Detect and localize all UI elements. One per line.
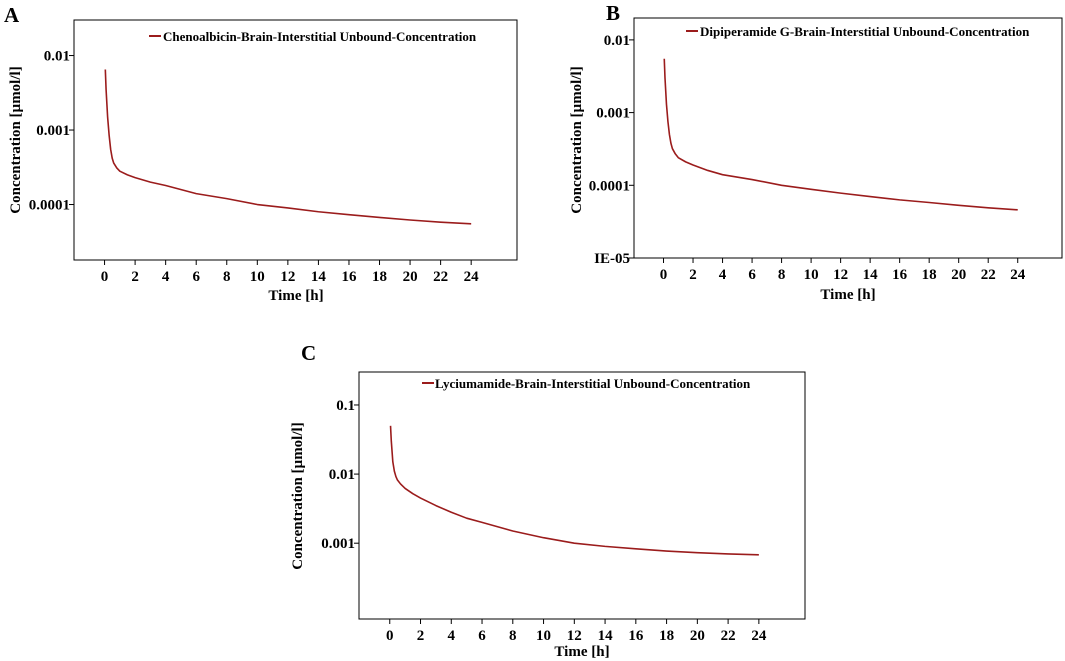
y-tick-label: 0.1 [336, 398, 355, 414]
x-tick-label: 22 [721, 628, 736, 644]
x-tick-label: 24 [751, 628, 767, 644]
x-tick-label: 6 [192, 269, 200, 285]
plot-frame-c [358, 371, 806, 620]
x-tick-label: 0 [660, 267, 668, 283]
panel-label-b: B [606, 1, 620, 25]
x-tick-label: 20 [403, 269, 418, 285]
plot-area-c: 0 2 4 6 8 10 12 14 16 18 20 22 240.10.010.001 [321, 398, 767, 644]
legend-a: Chenoalbicin-Brain-Interstitial Unbound-… [149, 29, 477, 44]
y-tick-label: 0.001 [321, 536, 355, 552]
x-axis-label-a: Time [h] [268, 288, 323, 304]
x-tick-label: 0 [101, 269, 109, 285]
y-axis-label-c: Concentration [µmol/l] [290, 422, 306, 569]
x-tick-label: 2 [689, 267, 697, 283]
plot-frame-b [633, 17, 1063, 259]
plot-area-b: 0 2 4 6 8 10 12 14 16 18 20 22 240.010.0010.0001IE-0… [589, 33, 1026, 283]
x-tick-label: 24 [464, 269, 480, 285]
x-tick-label: 24 [1010, 267, 1026, 283]
y-tick-label: 0.001 [596, 106, 630, 122]
x-tick-label: 22 [433, 269, 448, 285]
y-tick-label: 0.01 [329, 467, 355, 483]
panel-b: B 0 2 4 6 8 10 12 14 16 18 20 22 240.010.0010.0001IE… [569, 1, 1063, 303]
y-axis-label-a: Concentration [µmol/l] [8, 66, 24, 213]
legend-label-b: Dipiperamide G-Brain-Interstitial Unboun… [700, 24, 1030, 39]
x-axis-label-c: Time [h] [554, 644, 609, 660]
y-tick-label: 0.01 [44, 49, 70, 65]
panel-c: C 0 2 4 6 8 10 12 14 16 18 20 22 240.10.010.001 Time… [290, 341, 806, 660]
x-tick-label: 8 [509, 628, 517, 644]
x-axis-label-b: Time [h] [820, 287, 875, 303]
x-tick-label: 10 [250, 269, 265, 285]
x-tick-label: 8 [778, 267, 786, 283]
x-tick-label: 0 [386, 628, 394, 644]
x-tick-label: 18 [372, 269, 387, 285]
series-line-b [663, 58, 1018, 211]
x-tick-label: 10 [804, 267, 819, 283]
x-tick-label: 14 [598, 628, 614, 644]
legend-c: Lyciumamide-Brain-Interstitial Unbound-C… [422, 376, 751, 391]
series-line-a [104, 69, 472, 225]
x-tick-label: 20 [690, 628, 705, 644]
x-tick-label: 2 [417, 628, 425, 644]
series-line-c [389, 425, 759, 556]
y-axis-label-b: Concentration [µmol/l] [569, 66, 585, 213]
x-tick-label: 12 [833, 267, 848, 283]
plot-frame-a [73, 19, 518, 261]
x-tick-label: 4 [162, 269, 170, 285]
y-tick-label: 0.01 [604, 33, 630, 49]
x-tick-label: 14 [311, 269, 327, 285]
y-tick-label: 0.0001 [29, 198, 70, 214]
y-tick-label: 0.001 [36, 123, 70, 139]
x-tick-label: 22 [981, 267, 996, 283]
legend-label-c: Lyciumamide-Brain-Interstitial Unbound-C… [435, 376, 751, 391]
x-tick-label: 6 [748, 267, 756, 283]
x-tick-label: 18 [659, 628, 674, 644]
x-tick-label: 10 [536, 628, 551, 644]
y-tick-label: IE-05 [594, 251, 630, 267]
x-tick-label: 16 [892, 267, 908, 283]
x-tick-label: 8 [223, 269, 231, 285]
panel-label-c: C [301, 341, 316, 365]
x-tick-label: 2 [131, 269, 139, 285]
x-tick-label: 12 [280, 269, 295, 285]
x-tick-label: 4 [448, 628, 456, 644]
x-tick-label: 20 [951, 267, 966, 283]
panel-label-a: A [4, 3, 20, 27]
x-tick-label: 14 [863, 267, 879, 283]
y-tick-label: 0.0001 [589, 178, 630, 194]
x-tick-label: 6 [478, 628, 486, 644]
x-tick-label: 16 [341, 269, 357, 285]
legend-b: Dipiperamide G-Brain-Interstitial Unboun… [686, 24, 1030, 39]
x-tick-label: 4 [719, 267, 727, 283]
legend-label-a: Chenoalbicin-Brain-Interstitial Unbound-… [163, 29, 477, 44]
x-tick-label: 18 [922, 267, 937, 283]
x-tick-label: 12 [567, 628, 582, 644]
x-tick-label: 16 [628, 628, 644, 644]
